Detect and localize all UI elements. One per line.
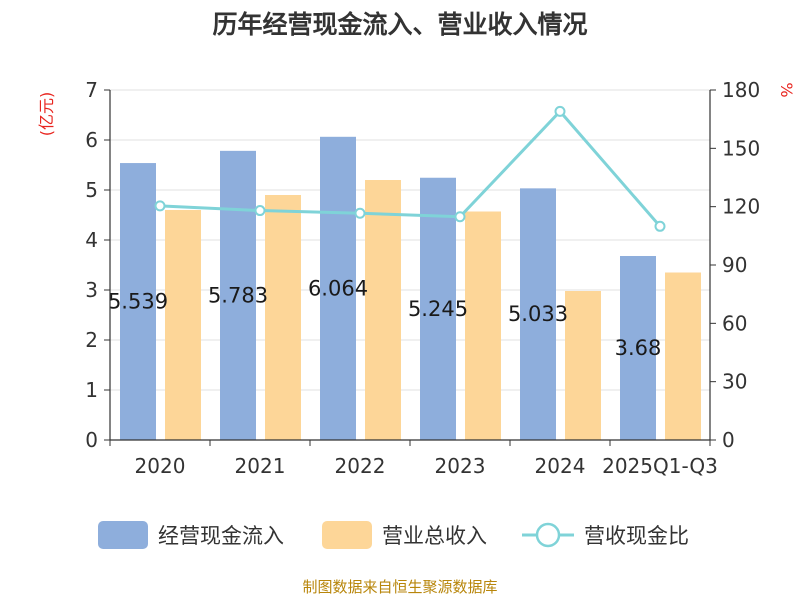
left-tick-label: 3	[85, 278, 98, 302]
data-label: 5.033	[508, 302, 568, 326]
data-label: 5.783	[208, 283, 268, 307]
legend-swatch-ratio-marker	[535, 522, 561, 548]
left-tick-label: 7	[85, 78, 98, 102]
left-axis-unit: (亿元)	[37, 92, 56, 137]
data-label: 5.539	[108, 290, 168, 314]
right-tick-label: 180	[722, 78, 760, 102]
bar-cash-inflow	[420, 177, 456, 440]
left-tick-label: 4	[85, 228, 98, 252]
right-tick-label: 150	[722, 136, 760, 160]
bar-cash-inflow	[320, 136, 356, 441]
right-tick-label: 60	[722, 311, 747, 335]
bars	[120, 136, 701, 441]
x-tick-label: 2020	[135, 454, 186, 478]
ratio-point	[254, 205, 266, 217]
right-axis-unit: %	[777, 82, 796, 97]
bar-revenue	[365, 180, 401, 440]
bar-revenue	[165, 210, 201, 440]
bar-cash-inflow	[520, 188, 556, 440]
legend-label-cash-inflow: 经营现金流入	[158, 524, 284, 548]
right-tick-label: 30	[722, 370, 747, 394]
x-tick-label: 2022	[335, 454, 386, 478]
left-tick-label: 2	[85, 328, 98, 352]
data-label: 5.245	[408, 297, 468, 321]
ratio-line-path	[159, 109, 662, 228]
ratio-line	[154, 105, 666, 232]
chart-title: 历年经营现金流入、营业收入情况	[212, 10, 587, 39]
bar-cash-inflow	[620, 256, 656, 440]
bar-cash-inflow	[120, 163, 156, 441]
data-labels: 5.539 5.783 6.064 5.245 5.033 3.68	[108, 276, 661, 360]
axes: 0 1 2 3 4 5 6 7 0 30 60 90 120 150 180 2020 2021 2022 2023…	[85, 78, 760, 478]
legend-swatch-revenue	[322, 521, 372, 549]
legend-swatch-cash-inflow	[98, 521, 148, 549]
source-note: 制图数据来自恒生聚源数据库	[302, 578, 497, 596]
bar-cash-inflow	[220, 150, 256, 440]
ratio-point	[554, 105, 566, 117]
left-tick-label: 0	[85, 428, 98, 452]
bar-revenue	[265, 195, 301, 440]
right-tick-label: 0	[722, 428, 735, 452]
ratio-point	[354, 207, 366, 219]
ratio-point	[454, 211, 466, 223]
data-label: 6.064	[308, 276, 368, 300]
right-tick-label: 120	[722, 195, 760, 219]
x-tick-label: 2021	[235, 454, 286, 478]
right-tick-label: 90	[722, 253, 747, 277]
legend: 经营现金流入 营业总收入 营收现金比	[98, 521, 689, 549]
bar-revenue	[665, 272, 701, 440]
x-tick-label: 2023	[435, 454, 486, 478]
ratio-point	[654, 220, 666, 232]
left-tick-label: 1	[85, 378, 98, 402]
left-tick-label: 6	[85, 128, 98, 152]
ratio-point	[154, 200, 166, 212]
x-tick-label: 2025Q1-Q3	[602, 454, 718, 478]
bar-revenue	[465, 211, 501, 440]
left-tick-label: 5	[85, 178, 98, 202]
data-label: 3.68	[615, 336, 662, 360]
legend-label-ratio: 营收现金比	[584, 524, 689, 548]
bar-revenue	[565, 291, 601, 440]
x-tick-label: 2024	[535, 454, 586, 478]
gridlines	[110, 89, 710, 391]
legend-label-revenue: 营业总收入	[382, 524, 487, 548]
